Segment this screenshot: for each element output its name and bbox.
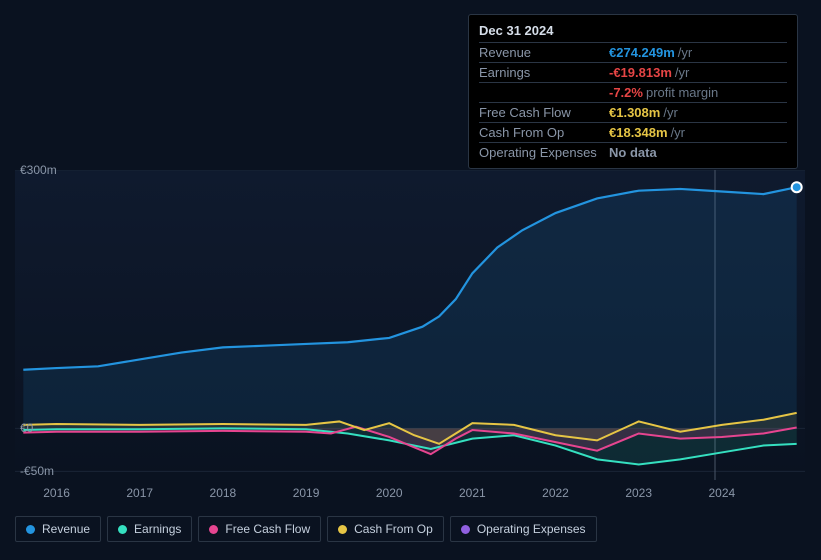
legend-item-cash-from-op[interactable]: Cash From Op <box>327 516 444 542</box>
tooltip-date: Dec 31 2024 <box>479 21 787 42</box>
y-axis-label: €300m <box>20 163 57 177</box>
x-axis-label: 2022 <box>542 486 569 500</box>
legend-item-operating-expenses[interactable]: Operating Expenses <box>450 516 597 542</box>
legend-label: Free Cash Flow <box>225 522 310 536</box>
cursor-marker <box>792 182 802 192</box>
tooltip-metric-value: €1.308m <box>609 105 660 120</box>
x-axis-label: 2018 <box>210 486 237 500</box>
tooltip-metric-label: Revenue <box>479 45 609 60</box>
tooltip-metric-value: -€19.813m <box>609 65 672 80</box>
x-axis-label: 2024 <box>708 486 735 500</box>
x-axis-label: 2021 <box>459 486 486 500</box>
y-axis-label: €0 <box>20 421 33 435</box>
legend-label: Earnings <box>134 522 181 536</box>
tooltip-metric-label: Free Cash Flow <box>479 105 609 120</box>
x-axis-label: 2016 <box>43 486 70 500</box>
chart-tooltip: Dec 31 2024Revenue€274.249m/yrEarnings-€… <box>468 14 798 169</box>
tooltip-metric-label: Cash From Op <box>479 125 609 140</box>
legend-dot-icon <box>209 525 218 534</box>
legend-item-free-cash-flow[interactable]: Free Cash Flow <box>198 516 321 542</box>
x-axis-label: 2017 <box>126 486 153 500</box>
x-axis-label: 2019 <box>293 486 320 500</box>
tooltip-metric-value: €274.249m <box>609 45 675 60</box>
legend-dot-icon <box>26 525 35 534</box>
legend-label: Revenue <box>42 522 90 536</box>
legend-label: Operating Expenses <box>477 522 586 536</box>
tooltip-metric-value: No data <box>609 145 657 160</box>
legend-dot-icon <box>338 525 347 534</box>
financials-chart[interactable] <box>15 170 805 480</box>
tooltip-metric-label: Earnings <box>479 65 609 80</box>
x-axis-label: 2020 <box>376 486 403 500</box>
x-axis-label: 2023 <box>625 486 652 500</box>
chart-legend: Revenue Earnings Free Cash Flow Cash From O… <box>15 516 597 542</box>
legend-dot-icon <box>461 525 470 534</box>
y-axis-label: -€50m <box>20 464 54 478</box>
tooltip-metric-label: Operating Expenses <box>479 145 609 160</box>
tooltip-metric-value: €18.348m <box>609 125 668 140</box>
legend-item-earnings[interactable]: Earnings <box>107 516 192 542</box>
legend-item-revenue[interactable]: Revenue <box>15 516 101 542</box>
legend-label: Cash From Op <box>354 522 433 536</box>
legend-dot-icon <box>118 525 127 534</box>
